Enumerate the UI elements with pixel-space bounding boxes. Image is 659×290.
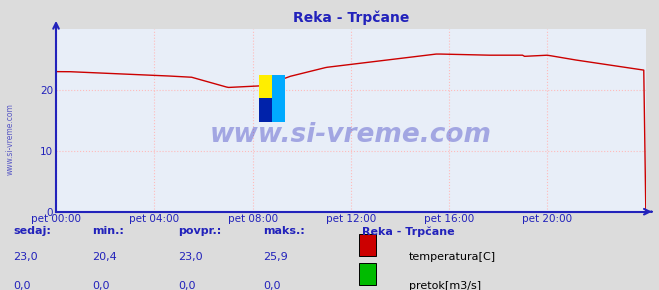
Text: 25,9: 25,9 xyxy=(264,252,289,262)
Text: Reka - Trpčane: Reka - Trpčane xyxy=(362,226,455,237)
Bar xyxy=(272,98,285,122)
Bar xyxy=(272,75,285,98)
Text: pretok[m3/s]: pretok[m3/s] xyxy=(409,281,480,290)
Text: 0,0: 0,0 xyxy=(264,281,281,290)
Text: min.:: min.: xyxy=(92,226,124,236)
Text: temperatura[C]: temperatura[C] xyxy=(409,252,496,262)
Bar xyxy=(260,98,272,122)
Text: www.si-vreme.com: www.si-vreme.com xyxy=(210,122,492,148)
Text: sedaj:: sedaj: xyxy=(13,226,51,236)
Text: maks.:: maks.: xyxy=(264,226,305,236)
Bar xyxy=(359,263,376,285)
Text: 20,4: 20,4 xyxy=(92,252,117,262)
Text: 0,0: 0,0 xyxy=(13,281,31,290)
Title: Reka - Trpčane: Reka - Trpčane xyxy=(293,10,409,25)
Text: 23,0: 23,0 xyxy=(178,252,202,262)
Text: www.si-vreme.com: www.si-vreme.com xyxy=(5,103,14,175)
Bar xyxy=(260,75,272,98)
Text: 0,0: 0,0 xyxy=(92,281,110,290)
Text: 23,0: 23,0 xyxy=(13,252,38,262)
Text: povpr.:: povpr.: xyxy=(178,226,221,236)
Text: 0,0: 0,0 xyxy=(178,281,196,290)
Bar xyxy=(359,234,376,256)
